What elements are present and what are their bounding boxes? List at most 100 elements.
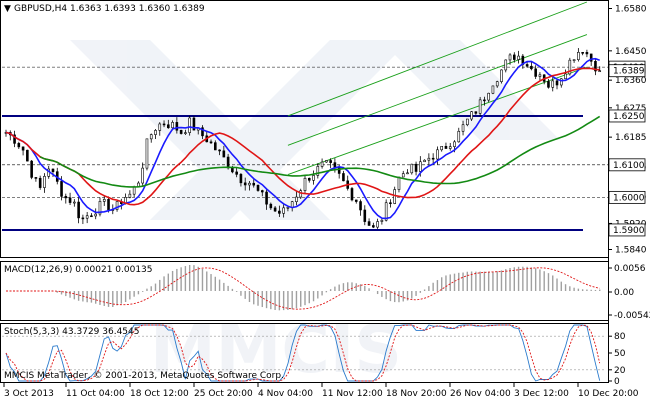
time-tick-label: 10 Dec 20:00 [578,389,639,399]
candle-body [179,129,183,134]
candle-body [209,141,213,144]
level-label-box [608,158,646,172]
time-tick-label: 25 Oct 20:00 [194,389,253,399]
macd-tick-label: 0.00 [614,288,634,298]
candle-body [380,219,384,222]
candle-body [188,117,191,133]
time-tick-label: 4 Nov 04:00 [258,389,313,399]
candle-body [354,199,358,202]
candle-body [320,161,324,167]
stochastic-lines [2,324,606,382]
candle-body [461,124,465,132]
candle-body [342,173,345,182]
channel-lower[interactable] [287,66,588,176]
time-tick-label: 26 Nov 04:00 [450,389,511,399]
candle-body [517,55,520,60]
candle-body [594,61,597,72]
channel-upper[interactable] [287,1,588,117]
candle-body [167,124,170,129]
price-tick-label: 1.6360 [615,76,647,86]
candle-body [367,221,371,226]
candle-body [107,199,110,211]
candle-body [21,146,25,151]
candle-body [470,111,473,120]
candle-body [141,167,144,184]
candle-body [504,59,508,71]
candle-body [218,149,221,152]
candle-body [235,171,238,175]
candle-body [350,188,354,201]
candle-body [530,65,533,70]
candle-body [440,145,443,151]
candle-body [457,130,461,143]
macd-title: MACD(12,26,9) 0.00021 0.00135 [4,265,153,275]
channel-mid[interactable] [287,34,588,146]
candle-body [158,123,162,131]
candle-body [60,181,63,197]
candle-body [500,69,503,82]
candle-body [192,117,196,131]
candle-body [406,172,409,175]
macd-histogram [6,265,601,311]
level-label: 1.6250 [613,112,645,122]
candle-body [419,161,422,172]
candle-body [73,201,76,204]
candle-body [295,196,298,202]
price-tick-label: 1.5840 [615,245,647,255]
stoch-signal-line [5,324,601,382]
candle-body [325,160,328,163]
time-tick-label: 18 Oct 12:00 [130,389,189,399]
candle-body [598,70,602,73]
candle-body [81,217,85,220]
trend-channel [287,1,588,176]
candle-body [128,193,132,198]
candle-body [290,201,294,208]
level-label-box [608,109,646,123]
candle-body [303,177,307,191]
stoch-title: Stoch(5,3,3) 43.3729 36.4545 [4,327,139,337]
moving-averages [5,57,601,220]
time-tick-label: 11 Nov 12:00 [322,389,383,399]
level-label: 1.6100 [613,161,645,171]
candle-body [538,74,542,77]
time-tick-label: 11 Oct 04:00 [66,389,125,399]
stoch-tick-label: 50 [614,349,626,359]
ma-fast-line [5,57,600,220]
candle-body [265,191,268,205]
time-tick-label: 18 Nov 20:00 [386,389,447,399]
price-tick-label: 1.6275 [615,104,647,114]
candle-body [410,163,414,174]
candle-body [286,206,290,209]
candle-body [555,80,559,86]
current-price-box [608,64,646,78]
candle-body [414,163,418,172]
candle-body [51,168,55,172]
candle-body [376,221,379,228]
candle-body [436,149,439,160]
candle-body [453,141,456,147]
candle-body [201,127,204,137]
candle-body [171,122,174,129]
candle-body [568,59,572,75]
candle-body [30,160,33,178]
candle-body [559,78,563,86]
candle-body [431,157,435,160]
candle-body [512,54,516,60]
candle-body [525,64,529,67]
candle-body [534,68,537,77]
candle-body [572,59,576,61]
candle-body [491,85,495,94]
chart-menu-icon[interactable]: ▼ [4,4,11,14]
candle-body [389,202,392,205]
level-label-box [608,223,646,237]
symbol-title: GBPUSD,H4 1.6363 1.6393 1.6360 1.6389 [14,4,205,14]
level-label: 1.6000 [613,193,645,203]
candle-body [90,215,93,218]
stoch-main-line [5,324,601,382]
candle-body [312,175,315,181]
candle-body [13,134,16,144]
time-axis: 3 Oct 2013 11 Oct 04:00 18 Oct 12:00 25 Oct… [3,383,639,399]
candle-body [64,196,68,199]
